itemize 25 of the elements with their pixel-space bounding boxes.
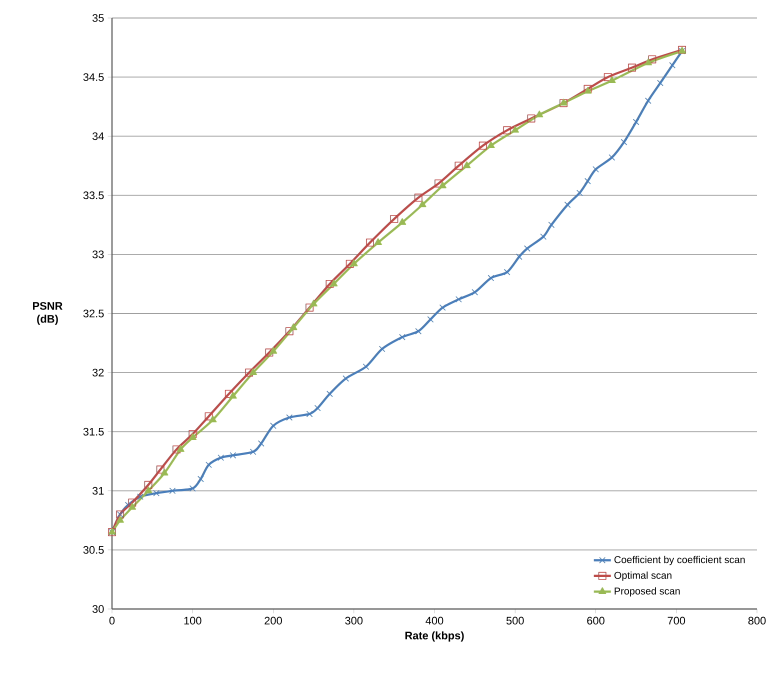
legend-label: Coefficient by coefficient scan: [614, 556, 745, 566]
y-tick-label: 33: [92, 250, 104, 258]
x-tick-label: 200: [264, 616, 282, 625]
legend-label: Proposed scan: [614, 587, 680, 597]
y-tick-label: 31: [92, 486, 104, 495]
x-tick-label: 0: [109, 616, 115, 625]
x-tick-label: 300: [345, 616, 363, 625]
y-tick-label: 35: [92, 14, 104, 22]
y-tick-label: 34: [92, 132, 104, 140]
x-tick-label: 800: [748, 616, 766, 625]
y-tick-label: 31.5: [83, 428, 104, 436]
x-tick-label: 600: [587, 616, 604, 625]
legend-label: Optimal scan: [614, 572, 672, 581]
x-tick-label: 400: [426, 616, 444, 625]
y-axis-title: PSNR (dB): [33, 302, 62, 325]
y-tick-label: 34.5: [83, 73, 104, 81]
x-tick-label: 500: [506, 616, 524, 625]
y-tick-label: 32.5: [83, 310, 104, 318]
y-tick-label: 32: [92, 368, 104, 376]
y-tick-label: 30.5: [83, 546, 104, 554]
x-tick-label: 100: [184, 616, 202, 625]
x-axis-title: Rate (kbps): [405, 631, 464, 642]
y-tick-label: 33.5: [83, 191, 104, 200]
y-tick-label: 30: [92, 605, 104, 613]
x-tick-label: 700: [668, 616, 686, 625]
